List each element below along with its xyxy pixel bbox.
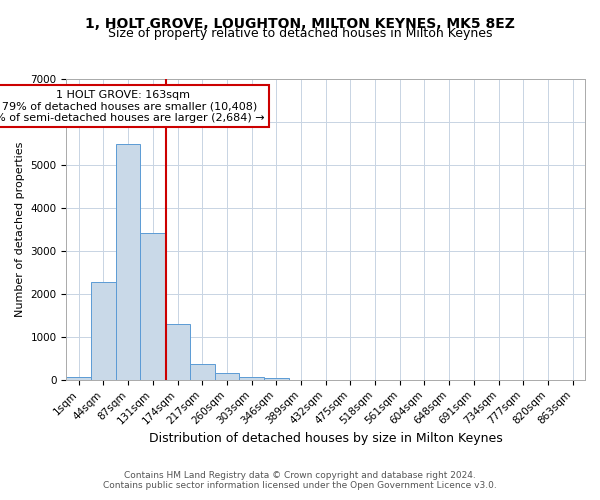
- Bar: [140, 233, 165, 380]
- X-axis label: Distribution of detached houses by size in Milton Keynes: Distribution of detached houses by size …: [149, 432, 503, 445]
- Text: Size of property relative to detached houses in Milton Keynes: Size of property relative to detached ho…: [108, 28, 492, 40]
- Bar: [215, 373, 239, 380]
- Bar: [91, 282, 116, 380]
- Bar: [239, 376, 264, 380]
- Bar: [190, 364, 215, 380]
- Bar: [116, 144, 140, 380]
- Bar: [67, 378, 91, 380]
- Text: 1, HOLT GROVE, LOUGHTON, MILTON KEYNES, MK5 8EZ: 1, HOLT GROVE, LOUGHTON, MILTON KEYNES, …: [85, 18, 515, 32]
- Bar: [165, 324, 190, 380]
- Bar: [264, 378, 289, 380]
- Y-axis label: Number of detached properties: Number of detached properties: [15, 142, 25, 317]
- Text: 1 HOLT GROVE: 163sqm
← 79% of detached houses are smaller (10,408)
20% of semi-d: 1 HOLT GROVE: 163sqm ← 79% of detached h…: [0, 90, 265, 123]
- Text: Contains HM Land Registry data © Crown copyright and database right 2024.
Contai: Contains HM Land Registry data © Crown c…: [103, 470, 497, 490]
